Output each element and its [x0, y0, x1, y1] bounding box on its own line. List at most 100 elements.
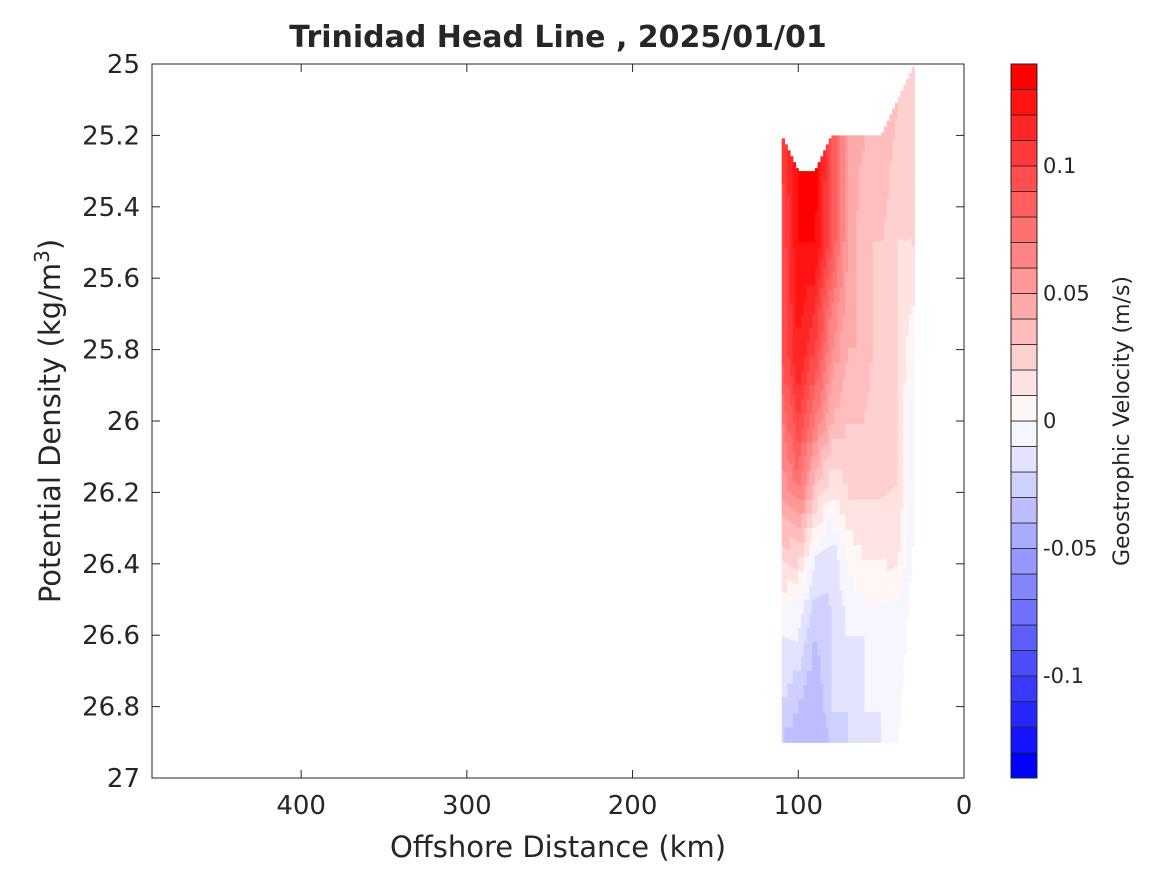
- contour-cell: [875, 636, 879, 652]
- contour-cell: [812, 656, 816, 672]
- colorbar-level: [1010, 267, 1038, 294]
- contour-cell: [889, 648, 893, 665]
- contour-cell: [900, 584, 904, 600]
- contour-cell: [861, 302, 866, 319]
- contour-cell: [801, 299, 805, 315]
- contour-cell: [856, 378, 860, 394]
- contour-cell: [878, 529, 882, 546]
- contour-cell: [867, 165, 871, 182]
- y-tick-label: 25: [107, 50, 140, 80]
- contour-cell: [892, 267, 896, 284]
- contour-cell: [787, 461, 791, 477]
- contour-cell: [850, 651, 855, 668]
- contour-cell: [795, 239, 799, 255]
- contour-cell: [872, 165, 877, 182]
- contour-cell: [911, 150, 915, 164]
- contour-cell: [834, 484, 838, 501]
- contour-cell: [872, 180, 877, 197]
- contour-cell: [894, 134, 899, 152]
- contour-cell: [911, 114, 915, 128]
- contour-cell: [853, 362, 857, 379]
- y-tick-label: 25.6: [82, 264, 140, 294]
- contour-cell: [792, 727, 797, 743]
- contour-cell: [831, 651, 835, 668]
- contour-cell: [820, 727, 824, 743]
- contour-cell: [781, 183, 786, 200]
- contour-cell: [828, 410, 833, 426]
- contour-cell: [861, 620, 866, 637]
- contour-cell: [881, 452, 885, 469]
- contour-cell: [792, 321, 797, 337]
- colorbar-tick-label: 0.05: [1043, 282, 1090, 306]
- contour-cell: [886, 509, 891, 526]
- contour-cell: [798, 356, 802, 372]
- contour-cell: [859, 545, 863, 561]
- contour-cell: [845, 226, 849, 243]
- contour-cell: [798, 256, 802, 272]
- contour-cell: [900, 614, 904, 630]
- contour-cell: [911, 330, 915, 343]
- contour-cell: [792, 568, 797, 584]
- contour-cell: [784, 413, 788, 429]
- contour-cell: [848, 226, 852, 243]
- contour-cell: [892, 726, 896, 743]
- contour-cell: [787, 490, 791, 507]
- contour-cell: [836, 711, 841, 728]
- contour-cell: [908, 416, 913, 430]
- contour-cell: [784, 428, 788, 444]
- contour-cell: [911, 90, 915, 104]
- contour-cell: [834, 545, 838, 561]
- contour-cell: [828, 349, 833, 366]
- contour-cell: [894, 182, 899, 200]
- contour-cell: [848, 241, 852, 258]
- contour-cell: [839, 727, 844, 743]
- contour-cell: [894, 230, 899, 248]
- contour-cell: [872, 150, 877, 167]
- contour-cell: [889, 271, 893, 288]
- contour-cell: [864, 484, 868, 501]
- contour-cell: [875, 332, 879, 349]
- contour-cell: [850, 271, 855, 288]
- contour-cell: [820, 229, 824, 245]
- contour-cell: [886, 260, 891, 277]
- contour-cell: [870, 711, 874, 728]
- contour-cell: [803, 428, 808, 444]
- contour-cell: [911, 222, 915, 236]
- contour-cell: [814, 455, 819, 471]
- contour-cell: [853, 454, 857, 470]
- contour-cell: [817, 640, 821, 656]
- contour-cell: [795, 254, 799, 270]
- contour-cell: [820, 654, 824, 670]
- contour-cell: [842, 651, 846, 668]
- contour-cell: [872, 211, 877, 228]
- contour-cell: [903, 198, 907, 214]
- contour-cell: [853, 196, 857, 212]
- contour-cell: [881, 361, 885, 377]
- contour-cell: [798, 485, 802, 501]
- contour-cell: [886, 400, 891, 417]
- contour-cell: [836, 651, 841, 668]
- contour-cell: [801, 542, 805, 558]
- contour-cell: [900, 628, 904, 645]
- contour-cell: [900, 449, 904, 466]
- colorbar-tick-label: 0: [1043, 409, 1056, 433]
- contour-cell: [911, 210, 915, 224]
- contour-cell: [806, 313, 810, 329]
- contour-cell: [803, 585, 808, 601]
- colorbar-level: [1010, 242, 1038, 269]
- contour-cell: [872, 666, 877, 683]
- contour-cell: [814, 727, 819, 743]
- contour-cell: [801, 228, 805, 244]
- contour-cell: [853, 590, 857, 607]
- contour-cell: [850, 438, 855, 455]
- contour-cell: [836, 484, 841, 501]
- contour-cell: [812, 413, 816, 429]
- contour-cell: [781, 651, 786, 668]
- contour-cell: [900, 643, 904, 660]
- contour-cell: [875, 180, 879, 197]
- contour-cell: [900, 210, 904, 226]
- contour-cell: [886, 167, 891, 184]
- contour-cell: [875, 378, 879, 394]
- contour-cell: [892, 282, 896, 300]
- contour-cell: [790, 698, 794, 714]
